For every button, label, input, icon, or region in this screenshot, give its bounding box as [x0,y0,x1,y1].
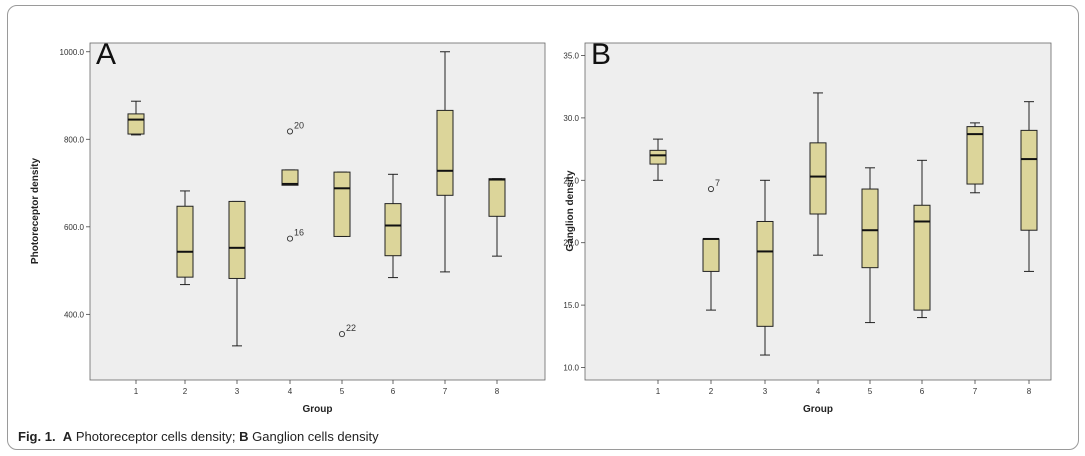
a-outlier-point [338,330,346,338]
box-iqr [488,178,506,217]
a-outlier-label: 22 [346,323,356,333]
b-y-tick-label: 35.0 [563,51,579,60]
b-y-tick-label: 20.0 [563,239,579,248]
b-y-axis-label: Ganglion density [565,170,576,252]
a-x-tick-label: 4 [288,387,293,396]
b-box-group-7 [966,122,984,194]
caption-a-letter: A [62,429,73,444]
box-iqr [649,149,667,165]
b-x-tick-label: 5 [868,387,873,396]
b-box-group-3 [756,179,774,356]
b-x-tick-label: 1 [656,387,661,396]
a-x-axis-label: Group [303,404,333,415]
caption-b-letter: B [239,429,249,444]
box-iqr [702,238,720,272]
b-y-tick-label: 15.0 [563,301,579,310]
a-box-group-8 [488,178,506,257]
a-box-group-5 [333,171,351,237]
box-iqr [966,126,984,185]
box-iqr [809,142,827,215]
box-iqr [1020,129,1038,231]
box-iqr [861,188,879,269]
box-iqr [127,113,145,135]
a-x-tick-label: 2 [183,387,188,396]
caption-a-text: Photoreceptor cells density; [75,429,236,444]
a-plot-area [89,42,546,381]
panel-a-chart: A 400.0 600.0 800.0 1000.0 Photoreceptor dens… [30,38,546,415]
a-outlier-label: 20 [294,120,304,130]
b-box-group-2 [702,237,720,311]
a-box-group-7 [436,51,454,273]
figure-frame [7,5,1079,450]
caption-b-text: Ganglion cells density [252,429,379,444]
caption-figure-label: Fig. 1. [18,429,56,444]
box-iqr [756,220,774,327]
b-y-tick-label: 10.0 [563,364,579,373]
b-outlier-label: 7 [715,178,720,188]
a-x-tick-label: 8 [495,387,500,396]
a-x-tick-label: 1 [134,387,139,396]
b-outlier-point [707,185,715,193]
a-y-tick-label: 800.0 [64,135,85,144]
a-box-group-4 [281,169,299,186]
a-outlier-label: 16 [294,228,304,238]
b-x-tick-label: 2 [709,387,714,396]
a-outlier-point [286,235,294,242]
b-box-group-1 [649,138,667,181]
a-x-tick-label: 6 [391,387,396,396]
a-outlier-point [286,128,294,135]
a-y-axis-label: Photoreceptor density [30,158,41,265]
a-box-group-2 [176,190,194,286]
a-panel-letter: A [96,38,116,71]
b-x-tick-label: 6 [920,387,925,396]
b-x-tick-label: 3 [763,387,768,396]
a-y-tick-label: 600.0 [64,223,85,232]
box-iqr [281,169,299,186]
b-box-group-5 [861,167,879,324]
a-y-tick-label: 1000.0 [60,48,85,57]
b-box-group-8 [1020,101,1038,272]
a-box-group-6 [384,173,402,279]
b-box-group-4 [809,92,827,256]
b-x-tick-label: 7 [973,387,978,396]
a-box-group-3 [228,200,246,347]
figure-caption: Fig. 1. A Photoreceptor cells density; B… [18,429,379,444]
box-iqr [176,205,194,278]
b-panel-letter: B [591,38,611,71]
box-iqr [913,204,931,311]
box-iqr [333,171,351,237]
a-y-tick-label: 400.0 [64,310,85,319]
a-box-group-1 [127,100,145,136]
box-iqr [228,200,246,279]
b-y-tick-label: 30.0 [563,114,579,123]
a-x-tick-label: 7 [443,387,448,396]
b-box-group-6 [913,159,931,319]
panel-b-chart: B 10.0 15.0 20.0 25.0 30.0 35.0 Ganglion densit… [563,38,1052,415]
b-y-tick-label: 25.0 [563,176,579,185]
box-iqr [384,203,402,257]
b-x-axis-label: Group [803,404,833,415]
b-x-tick-label: 4 [816,387,821,396]
box-iqr [436,109,454,196]
a-x-tick-label: 3 [235,387,240,396]
b-x-tick-label: 8 [1027,387,1032,396]
a-x-tick-label: 5 [340,387,345,396]
